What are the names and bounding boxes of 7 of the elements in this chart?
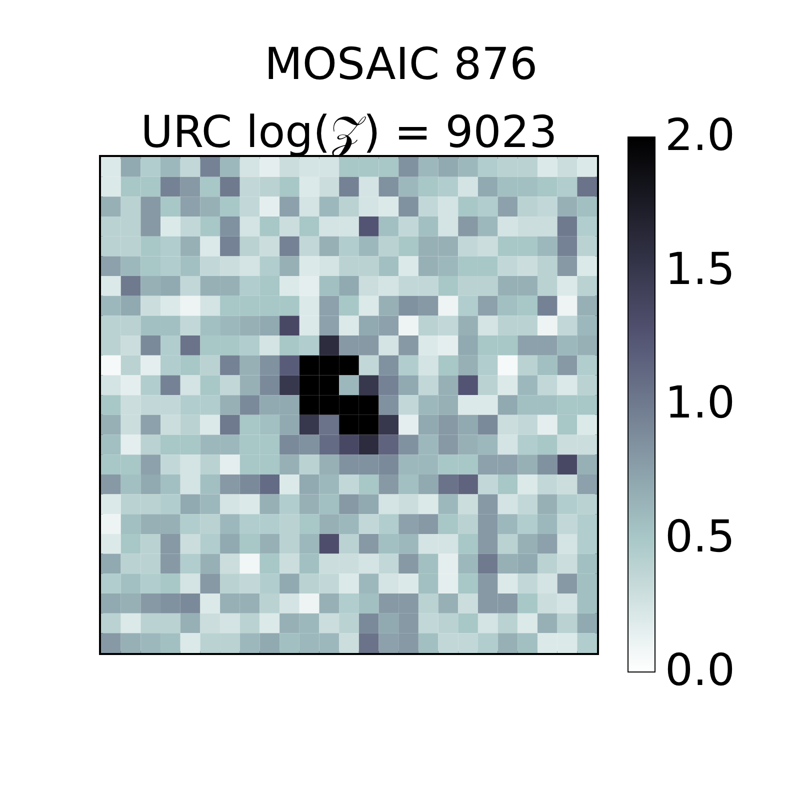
color-bar-label: 1.0	[665, 378, 735, 428]
color-bar-label: 0.5	[665, 511, 735, 562]
chart-title: MOSAIC 876	[264, 39, 538, 90]
color-bar-label: 0.0	[665, 645, 735, 696]
color-bar-label: 1.5	[665, 244, 735, 295]
chart-subtitle: URC log(𝒵) = 9023	[140, 107, 558, 158]
color-bar-label: 2.0	[665, 110, 735, 161]
